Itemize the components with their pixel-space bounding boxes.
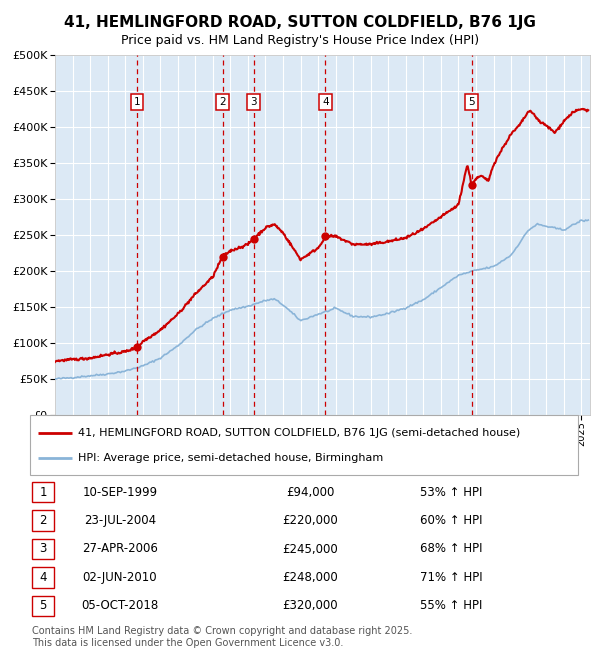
Text: £248,000: £248,000 — [282, 571, 338, 584]
Text: 5: 5 — [468, 97, 475, 107]
Text: 71% ↑ HPI: 71% ↑ HPI — [420, 571, 482, 584]
Text: 3: 3 — [40, 543, 47, 556]
Text: 10-SEP-1999: 10-SEP-1999 — [82, 486, 158, 499]
Text: £320,000: £320,000 — [282, 599, 338, 612]
Text: 5: 5 — [40, 599, 47, 612]
Text: 02-JUN-2010: 02-JUN-2010 — [83, 571, 157, 584]
Text: 41, HEMLINGFORD ROAD, SUTTON COLDFIELD, B76 1JG (semi-detached house): 41, HEMLINGFORD ROAD, SUTTON COLDFIELD, … — [78, 428, 520, 438]
Text: 1: 1 — [39, 486, 47, 499]
Text: 60% ↑ HPI: 60% ↑ HPI — [420, 514, 482, 527]
Text: £94,000: £94,000 — [286, 486, 334, 499]
Text: 55% ↑ HPI: 55% ↑ HPI — [420, 599, 482, 612]
Text: 68% ↑ HPI: 68% ↑ HPI — [420, 543, 482, 556]
Text: 53% ↑ HPI: 53% ↑ HPI — [420, 486, 482, 499]
Text: £220,000: £220,000 — [282, 514, 338, 527]
Text: 41, HEMLINGFORD ROAD, SUTTON COLDFIELD, B76 1JG: 41, HEMLINGFORD ROAD, SUTTON COLDFIELD, … — [64, 15, 536, 30]
Text: HPI: Average price, semi-detached house, Birmingham: HPI: Average price, semi-detached house,… — [78, 453, 383, 463]
Text: 2: 2 — [39, 514, 47, 527]
Text: 1: 1 — [134, 97, 140, 107]
Text: 4: 4 — [322, 97, 329, 107]
Text: £245,000: £245,000 — [282, 543, 338, 556]
Text: 05-OCT-2018: 05-OCT-2018 — [82, 599, 158, 612]
Text: Price paid vs. HM Land Registry's House Price Index (HPI): Price paid vs. HM Land Registry's House … — [121, 34, 479, 47]
Text: 2: 2 — [219, 97, 226, 107]
Text: 23-JUL-2004: 23-JUL-2004 — [84, 514, 156, 527]
Text: 27-APR-2006: 27-APR-2006 — [82, 543, 158, 556]
Text: 3: 3 — [250, 97, 257, 107]
Text: Contains HM Land Registry data © Crown copyright and database right 2025.
This d: Contains HM Land Registry data © Crown c… — [32, 626, 412, 647]
Text: 4: 4 — [39, 571, 47, 584]
